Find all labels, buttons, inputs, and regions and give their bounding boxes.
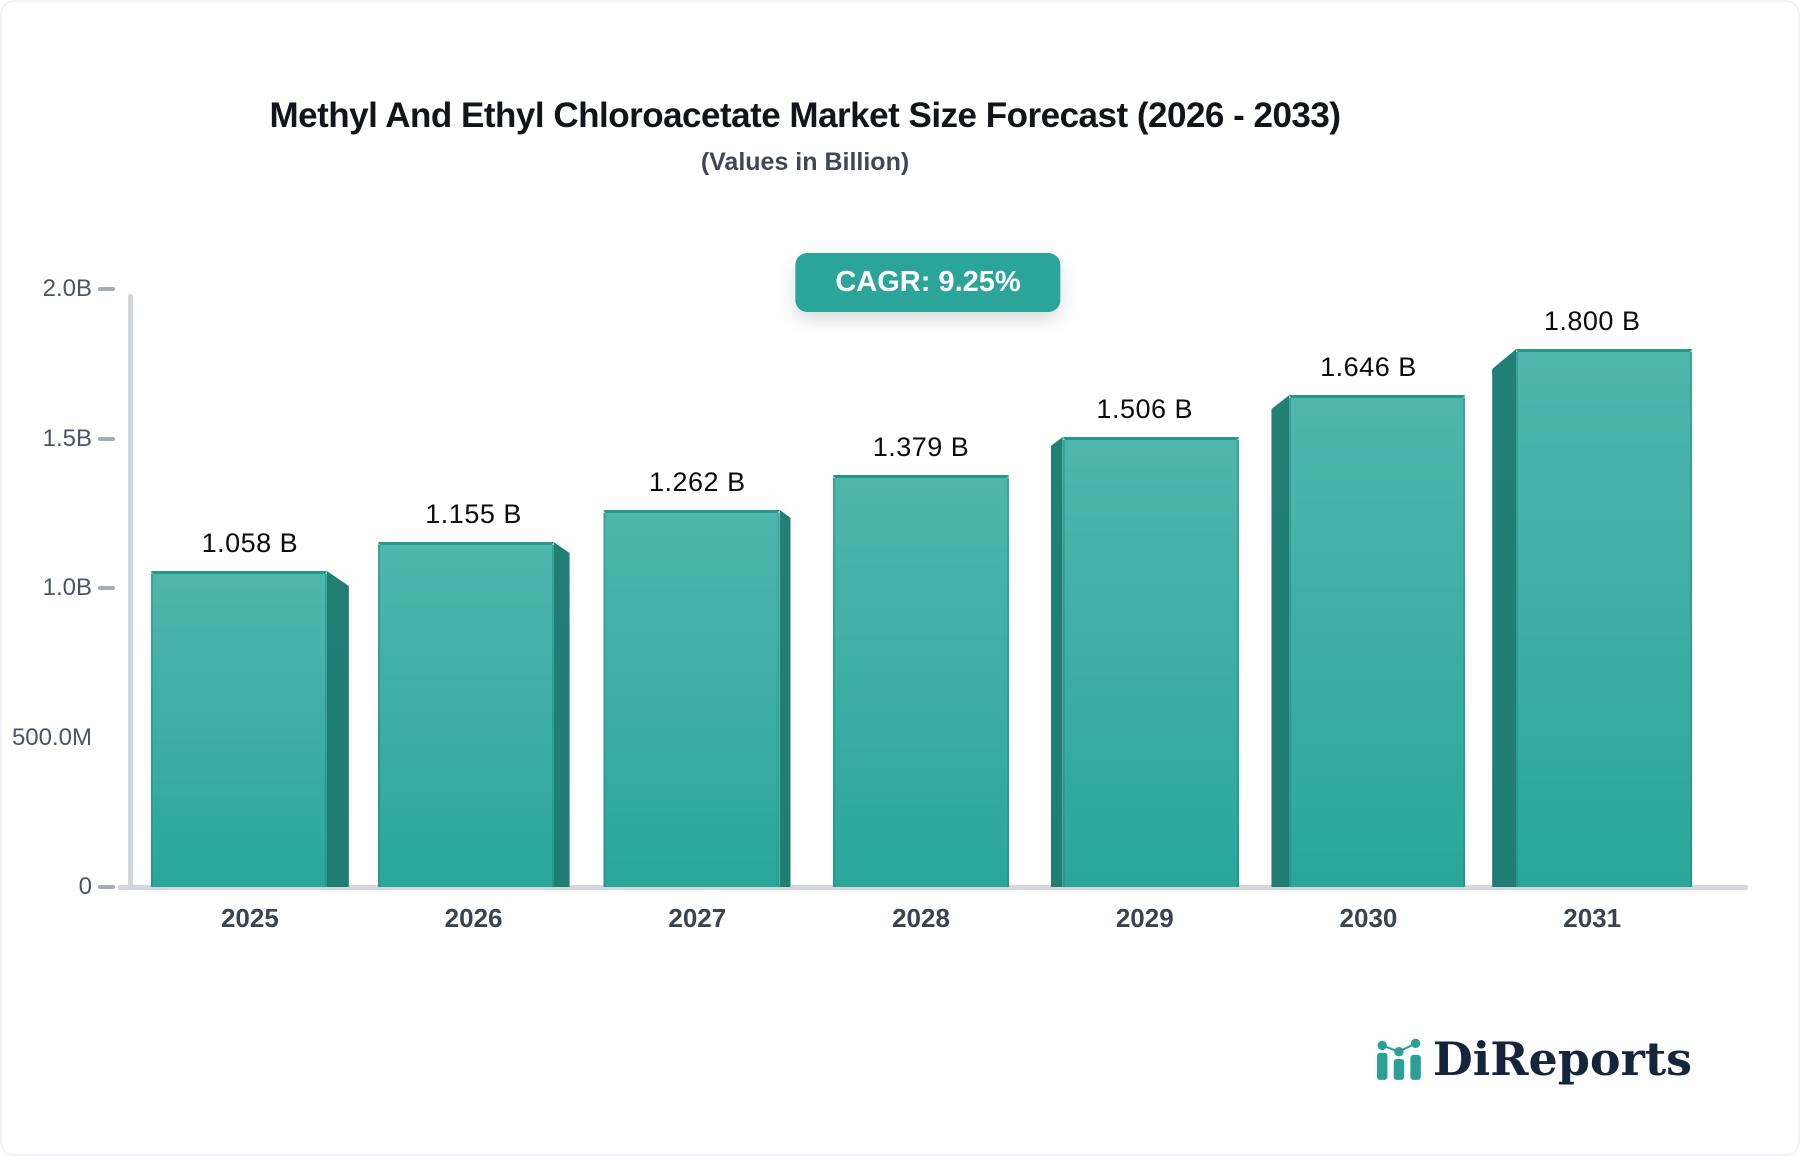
bar-value-label: 1.262 B [649, 467, 746, 497]
bar [150, 571, 349, 887]
bar-value-label: 1.506 B [1096, 394, 1194, 424]
bar-front-face [1516, 349, 1693, 887]
y-tick-label: 0 [78, 873, 92, 900]
y-tick: 500.0M [0, 723, 130, 753]
bar-side-face [1050, 437, 1063, 887]
bar-front-face [833, 475, 1010, 887]
chart-subtitle: (Values in Billion) [700, 148, 910, 176]
bar [1492, 349, 1693, 887]
plot-area: 1.058 B 2025 1.155 B 2026 1.262 B 2027 1.379 B… [138, 289, 1704, 933]
y-tick-mark [98, 885, 115, 889]
y-axis-line [128, 294, 133, 887]
bar-category-2031: 1.800 B 2031 [1480, 289, 1704, 933]
x-tick-label: 2025 [220, 903, 279, 933]
y-tick-label: 1.0B [42, 574, 92, 601]
bar-category-2027: 1.262 B 2027 [585, 289, 809, 933]
bar-value-label: 1.800 B [1543, 306, 1641, 336]
bar-category-2026: 1.155 B 2026 [362, 289, 586, 933]
bar-side-face [779, 510, 791, 887]
x-tick-label: 2030 [1339, 903, 1398, 933]
bar-value-label: 1.646 B [1320, 352, 1417, 382]
bar-category-2025: 1.058 B 2025 [138, 289, 362, 933]
cagr-badge: CAGR: 9.25% [795, 253, 1061, 312]
bar-category-2030: 1.646 B 2030 [1257, 289, 1481, 933]
bar [377, 542, 570, 887]
bar-side-face [326, 571, 349, 887]
y-tick: 1.0B [0, 573, 130, 603]
chart-title: Methyl And Ethyl Chloroacetate Market Si… [269, 96, 1341, 135]
y-tick: 1.5B [0, 424, 130, 454]
y-tick-label: 2.0B [42, 275, 92, 302]
x-tick-label: 2026 [444, 903, 503, 933]
bar-front-face [377, 542, 554, 887]
bar-chart-logo-icon [1376, 1038, 1421, 1080]
bar-value-label: 1.058 B [201, 528, 299, 558]
bar-front-face [150, 571, 327, 887]
y-tick-mark [98, 287, 115, 291]
brand-name: DiReports [1432, 1032, 1692, 1086]
y-tick: 2.0B [0, 274, 130, 304]
bar [1050, 437, 1239, 887]
bar [833, 475, 1010, 887]
bar-category-2028: 1.379 B 2028 [809, 289, 1033, 933]
bar-side-face [1492, 349, 1517, 887]
y-tick-mark [98, 436, 115, 441]
brand-logo: DiReports [1376, 1032, 1692, 1086]
bar [603, 510, 791, 887]
y-tick-mark [98, 586, 115, 590]
x-tick-label: 2031 [1563, 903, 1622, 933]
y-tick: 0 [0, 872, 130, 902]
x-tick-label: 2028 [892, 903, 950, 933]
bar-front-face [1062, 437, 1239, 887]
x-tick-label: 2027 [668, 903, 727, 933]
x-tick-label: 2029 [1115, 903, 1174, 933]
bar-category-2029: 1.506 B 2029 [1033, 289, 1257, 933]
x-axis-line [118, 885, 1748, 890]
bar-value-label: 1.379 B [872, 432, 970, 462]
bar-side-face [553, 542, 570, 887]
y-tick-label: 1.5B [42, 424, 92, 452]
bar-side-face [1271, 395, 1290, 887]
y-tick-label: 500.0M [11, 723, 92, 751]
bar-value-label: 1.155 B [425, 499, 522, 529]
bar-front-face [1289, 395, 1466, 887]
bar-front-face [603, 510, 780, 887]
bar [1271, 395, 1466, 887]
